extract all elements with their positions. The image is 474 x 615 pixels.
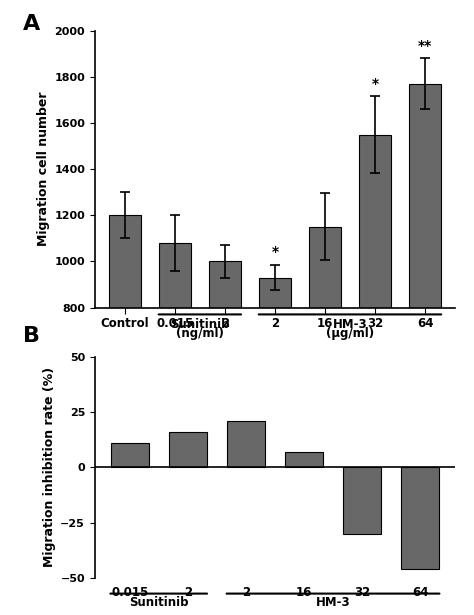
- Bar: [111, 443, 148, 467]
- Text: (ng/ml): (ng/ml): [176, 327, 224, 340]
- Bar: [227, 421, 265, 467]
- Text: *: *: [372, 77, 379, 90]
- Bar: [109, 215, 141, 492]
- Bar: [259, 277, 291, 492]
- Bar: [169, 432, 207, 467]
- Text: B: B: [23, 326, 40, 346]
- Y-axis label: Migration cell number: Migration cell number: [37, 92, 50, 247]
- Bar: [309, 227, 341, 492]
- Bar: [209, 261, 241, 492]
- Text: HM-3: HM-3: [316, 596, 350, 609]
- Text: Sunitinib: Sunitinib: [170, 318, 229, 331]
- Bar: [343, 467, 381, 534]
- Text: HM-3: HM-3: [333, 318, 367, 331]
- Text: A: A: [23, 14, 40, 34]
- Y-axis label: Migration inhibition rate (%): Migration inhibition rate (%): [43, 367, 56, 568]
- Bar: [359, 135, 391, 492]
- Text: *: *: [271, 245, 279, 259]
- Text: Sunitinib: Sunitinib: [129, 596, 189, 609]
- Bar: [409, 84, 441, 492]
- Text: **: **: [418, 39, 432, 53]
- Bar: [285, 452, 323, 467]
- Bar: [159, 243, 191, 492]
- Bar: [401, 467, 439, 569]
- Text: (μg/ml): (μg/ml): [326, 327, 374, 340]
